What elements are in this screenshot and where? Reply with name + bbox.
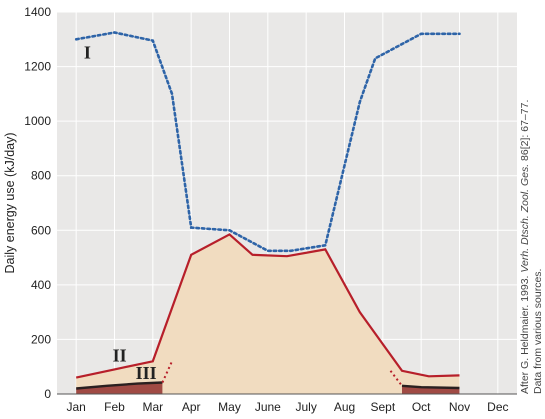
y-tick-label-400: 400 [31, 278, 51, 292]
x-tick-label-may: May [218, 400, 241, 414]
x-tick-label-oct: Oct [412, 400, 431, 414]
series-iii-transition-spring [161, 360, 173, 383]
series-ii-label: II [113, 345, 127, 365]
x-tick-label-july: July [295, 400, 316, 414]
x-tick-label-dec: Dec [487, 400, 508, 414]
y-tick-label-200: 200 [31, 332, 51, 346]
source-note: After G. Heldmaier. 1993. Verh. Dtsch. Z… [519, 100, 544, 394]
x-tick-label-feb: Feb [104, 400, 125, 414]
series-iii-transition-autumn [389, 370, 403, 387]
series-i-label: I [84, 42, 91, 62]
series-ii-area [76, 234, 460, 394]
source-note-journal: Verh. Dtsch. Zool. Ges. [519, 164, 531, 273]
source-note-line-2: Data from various sources. [532, 269, 544, 394]
y-tick-label-1200: 1200 [24, 60, 51, 74]
y-tick-label-0: 0 [44, 387, 51, 401]
x-tick-label-jan: Jan [66, 400, 85, 414]
y-tick-label-600: 600 [31, 223, 51, 237]
series-i-line [74, 31, 461, 253]
x-tick-label-sept: Sept [370, 400, 395, 414]
x-tick-label-nov: Nov [449, 400, 470, 414]
y-tick-label-1000: 1000 [24, 114, 51, 128]
x-tick-label-apr: Apr [182, 400, 201, 414]
series-iii-line-end [401, 384, 460, 390]
source-note-line-1: After G. Heldmaier. 1993. Verh. Dtsch. Z… [519, 100, 531, 394]
x-tick-label-mar: Mar [142, 400, 163, 414]
x-tick-label-june: June [255, 400, 281, 414]
x-tick-label-aug: Aug [334, 400, 355, 414]
y-axis-title: Daily energy use (kJ/day) [3, 132, 17, 273]
series-iii-area-winter-start [76, 382, 163, 394]
source-note-prefix: After G. Heldmaier. 1993. [519, 273, 531, 394]
y-tick-label-1400: 1400 [24, 5, 51, 19]
y-tick-label-800: 800 [31, 169, 51, 183]
source-note-citation: 86[2]: 67–77. [519, 100, 531, 164]
series-iii-line-start [76, 381, 163, 390]
series-iii-label: III [136, 363, 157, 383]
series-ii-line [75, 233, 460, 379]
